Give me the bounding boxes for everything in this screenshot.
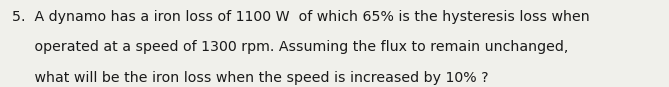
Text: 5.  A dynamo has a iron loss of 1100 W  of which 65% is the hysteresis loss when: 5. A dynamo has a iron loss of 1100 W of…	[12, 10, 590, 24]
Text: what will be the iron loss when the speed is increased by 10% ?: what will be the iron loss when the spee…	[12, 71, 488, 85]
Text: operated at a speed of 1300 rpm. Assuming the flux to remain unchanged,: operated at a speed of 1300 rpm. Assumin…	[12, 40, 569, 54]
